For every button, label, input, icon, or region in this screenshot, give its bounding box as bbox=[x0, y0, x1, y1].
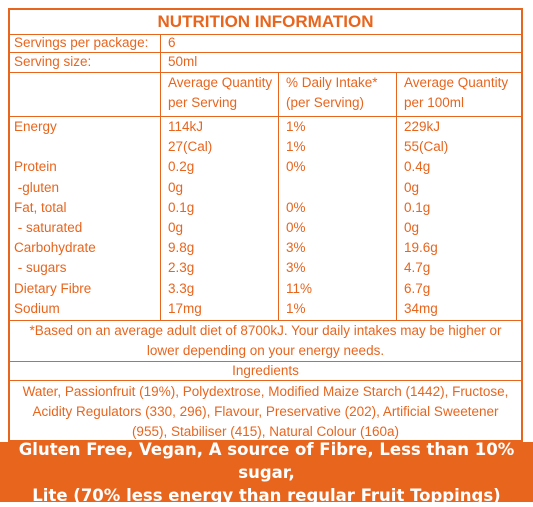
header-daily-intake-1: % Daily Intake* bbox=[286, 75, 378, 90]
footnote-line-2: lower depending on your energy needs. bbox=[146, 343, 385, 358]
divider bbox=[10, 72, 521, 73]
nutrient-daily-intake: 1% bbox=[286, 119, 306, 134]
nutrient-row: 27(Cal) 1% 55(Cal) bbox=[10, 139, 521, 158]
header-avg-serving-1: Average Quantity bbox=[168, 75, 273, 90]
nutrient-per-serving: 0g bbox=[168, 220, 184, 235]
nutrient-per-100ml: 6.7g bbox=[404, 280, 431, 296]
nutrient-row: - sugars 2.3g 3% 4.7g bbox=[10, 260, 521, 279]
nutrient-name: Energy bbox=[14, 119, 57, 134]
nutrient-daily-intake: 3% bbox=[286, 260, 306, 276]
divider bbox=[10, 52, 521, 53]
divider bbox=[10, 320, 521, 321]
nutrient-name: Protein bbox=[14, 159, 57, 175]
column-divider bbox=[160, 72, 161, 320]
serving-size-label: Serving size: bbox=[14, 54, 92, 69]
nutrient-per-serving: 114kJ bbox=[168, 119, 204, 134]
divider bbox=[10, 380, 521, 381]
nutrient-name: Fat, total bbox=[14, 199, 67, 215]
nutrient-name: -gluten bbox=[14, 179, 60, 195]
header-daily-intake-2: (per Serving) bbox=[286, 95, 365, 110]
divider bbox=[10, 34, 521, 35]
ingredients-line-2: Acidity Regulators (330, 296), Flavour, … bbox=[32, 404, 499, 419]
serving-size-row: Serving size: 50ml bbox=[10, 54, 521, 71]
nutrition-panel: NUTRITION INFORMATION Servings per packa… bbox=[8, 8, 523, 442]
column-divider bbox=[160, 34, 161, 72]
claims-line-1: Gluten Free, Vegan, A source of Fibre, L… bbox=[18, 439, 515, 482]
nutrient-daily-intake: 0% bbox=[286, 199, 306, 215]
nutrient-per-100ml: 0g bbox=[404, 220, 420, 235]
nutrient-per-serving: 2.3g bbox=[168, 260, 195, 276]
panel-title: NUTRITION INFORMATION bbox=[157, 12, 374, 31]
nutrient-name: - sugars bbox=[14, 260, 67, 276]
header-avg-serving-2: per Serving bbox=[168, 95, 238, 110]
nutrient-row: Protein 0.2g 0% 0.4g bbox=[10, 159, 521, 178]
nutrient-per-100ml: 4.7g bbox=[404, 260, 431, 276]
nutrient-per-serving: 9.8g bbox=[168, 240, 195, 256]
nutrient-row: Carbohydrate 9.8g 3% 19.6g bbox=[10, 240, 521, 259]
ingredients-line-1: Water, Passionfruit (19%), Polydextrose,… bbox=[22, 384, 509, 399]
nutrient-per-serving: 17mg bbox=[168, 300, 202, 316]
column-divider bbox=[396, 72, 397, 320]
header-avg-100ml-2: per 100ml bbox=[404, 95, 465, 110]
servings-label: Servings per package: bbox=[14, 35, 149, 50]
serving-size-value: 50ml bbox=[168, 54, 198, 69]
nutrient-name: Sodium bbox=[14, 300, 60, 316]
header-avg-100ml-1: Average Quantity bbox=[404, 75, 509, 90]
nutrient-name: Dietary Fibre bbox=[14, 280, 92, 296]
nutrient-row: - saturated 0g 0% 0g bbox=[10, 220, 521, 239]
servings-value: 6 bbox=[168, 35, 176, 50]
nutrient-per-100ml: 0.1g bbox=[404, 199, 431, 215]
divider bbox=[10, 361, 521, 362]
nutrient-per-serving: 0g bbox=[168, 179, 184, 195]
nutrient-per-100ml: 0g bbox=[404, 179, 420, 195]
nutrient-row: Fat, total 0.1g 0% 0.1g bbox=[10, 200, 521, 219]
nutrient-daily-intake: 0% bbox=[286, 159, 306, 175]
divider bbox=[10, 116, 521, 117]
nutrient-per-serving: 27(Cal) bbox=[168, 139, 213, 155]
nutrient-per-100ml: 34mg bbox=[404, 300, 438, 316]
servings-per-package-row: Servings per package: 6 bbox=[10, 35, 521, 52]
ingredients-heading: Ingredients bbox=[232, 363, 299, 378]
nutrient-per-serving: 3.3g bbox=[168, 280, 195, 296]
nutrient-per-100ml: 19.6g bbox=[404, 240, 438, 256]
nutrient-row: Energy 114kJ 1% 229kJ bbox=[10, 119, 521, 138]
nutrient-daily-intake: 1% bbox=[286, 139, 306, 155]
nutrient-per-100ml: 229kJ bbox=[404, 119, 441, 134]
nutrient-daily-intake: 11% bbox=[286, 280, 313, 296]
nutrient-row: Dietary Fibre 3.3g 11% 6.7g bbox=[10, 281, 521, 300]
nutrient-name: Carbohydrate bbox=[14, 240, 96, 256]
nutrient-row: Sodium 17mg 1% 34mg bbox=[10, 301, 521, 320]
nutrient-per-serving: 0.2g bbox=[168, 159, 195, 175]
nutrient-daily-intake: 0% bbox=[286, 220, 306, 235]
column-divider bbox=[278, 72, 279, 320]
claims-banner: Gluten Free, Vegan, A source of Fibre, L… bbox=[0, 440, 533, 505]
nutrient-per-100ml: 0.4g bbox=[404, 159, 431, 175]
footnote-line-1: *Based on an average adult diet of 8700k… bbox=[29, 323, 502, 338]
nutrient-per-100ml: 55(Cal) bbox=[404, 139, 449, 155]
nutrient-row: -gluten 0g 0g bbox=[10, 180, 521, 199]
claims-line-2: Lite (70% less energy than regular Fruit… bbox=[32, 485, 501, 505]
ingredients-line-3: (955), Stabiliser (415), Natural Colour … bbox=[131, 424, 400, 439]
nutrient-daily-intake: 1% bbox=[286, 300, 306, 316]
nutrient-name: - saturated bbox=[14, 220, 83, 235]
nutrient-daily-intake: 3% bbox=[286, 240, 306, 256]
nutrient-per-serving: 0.1g bbox=[168, 199, 195, 215]
